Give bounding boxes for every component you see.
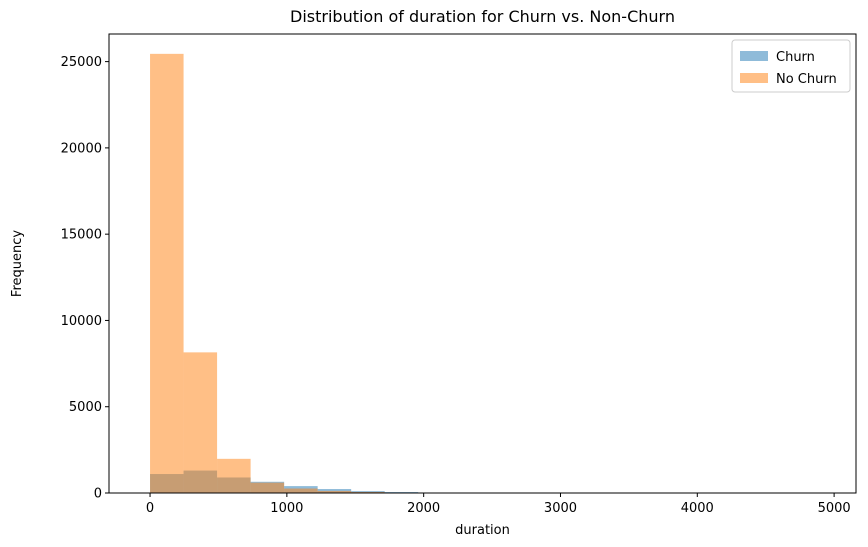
x-tick-label-4000: 4000 bbox=[681, 501, 714, 516]
series-no-churn bbox=[150, 53, 821, 493]
y-axis-label: Frequency bbox=[10, 230, 25, 297]
bar-no-churn-2 bbox=[217, 458, 251, 493]
x-tick-label-1000: 1000 bbox=[270, 501, 303, 516]
y-tick-label-5000: 5000 bbox=[69, 400, 102, 415]
y-tick-label-15000: 15000 bbox=[61, 228, 102, 243]
legend-swatch-churn bbox=[740, 51, 768, 61]
bar-no-churn-3 bbox=[250, 482, 285, 493]
y-tick-label-10000: 10000 bbox=[61, 314, 102, 329]
legend-label-churn: Churn bbox=[776, 50, 815, 65]
x-axis-label: duration bbox=[455, 523, 510, 538]
y-tick-label-0: 0 bbox=[94, 487, 102, 502]
bar-no-churn-4 bbox=[284, 488, 318, 493]
bar-no-churn-1 bbox=[183, 352, 218, 493]
plot-frame bbox=[108, 33, 857, 494]
y-tick-label-20000: 20000 bbox=[61, 141, 102, 156]
x-tick-label-2000: 2000 bbox=[407, 501, 440, 516]
bar-no-churn-0 bbox=[150, 53, 184, 493]
chart-title: Distribution of duration for Churn vs. N… bbox=[290, 7, 675, 26]
x-tick-label-3000: 3000 bbox=[544, 501, 577, 516]
x-tick-label-5000: 5000 bbox=[818, 501, 851, 516]
legend-swatch-no-churn bbox=[740, 73, 768, 83]
y-axis-ticks: 0 5000 10000 15000 20000 25000 bbox=[61, 55, 109, 502]
legend: Churn No Churn bbox=[731, 39, 851, 93]
y-tick-label-25000: 25000 bbox=[61, 55, 102, 70]
legend-label-no-churn: No Churn bbox=[776, 72, 837, 87]
x-axis-ticks: 0 1000 2000 3000 4000 5000 bbox=[146, 493, 851, 516]
bar-no-churn-5 bbox=[317, 490, 352, 493]
x-tick-label-0: 0 bbox=[146, 501, 154, 516]
plot-bars bbox=[150, 53, 821, 493]
bar-no-churn-6 bbox=[351, 491, 385, 493]
